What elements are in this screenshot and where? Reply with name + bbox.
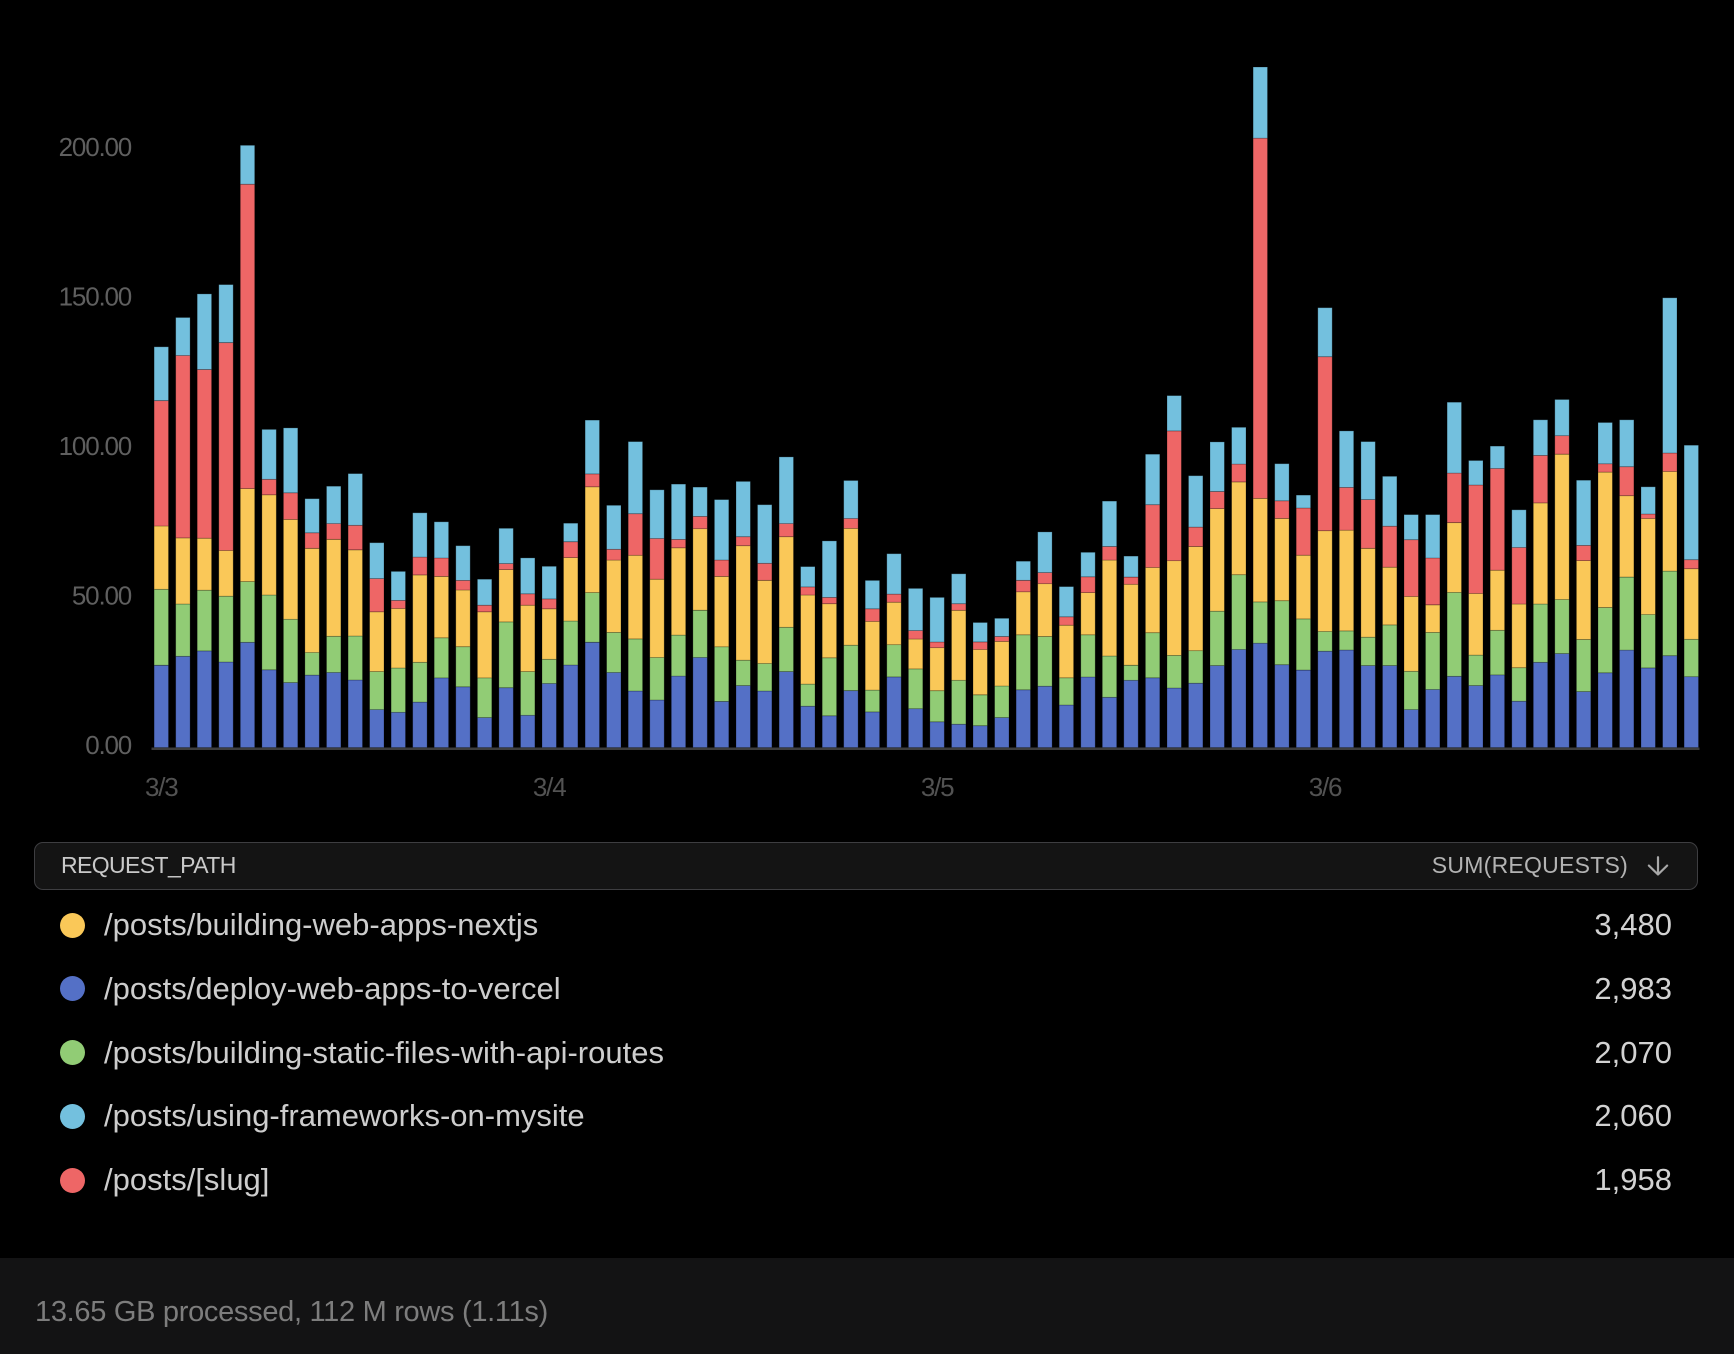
svg-text:50.00: 50.00 [72, 581, 132, 611]
svg-text:3/4: 3/4 [533, 772, 566, 802]
svg-text:200.00: 200.00 [59, 132, 132, 162]
svg-text:0.00: 0.00 [85, 730, 132, 760]
svg-text:3/5: 3/5 [921, 772, 954, 802]
svg-text:3/6: 3/6 [1309, 772, 1342, 802]
svg-text:3/3: 3/3 [145, 772, 178, 802]
svg-text:100.00: 100.00 [59, 431, 132, 461]
svg-text:150.00: 150.00 [59, 282, 132, 312]
